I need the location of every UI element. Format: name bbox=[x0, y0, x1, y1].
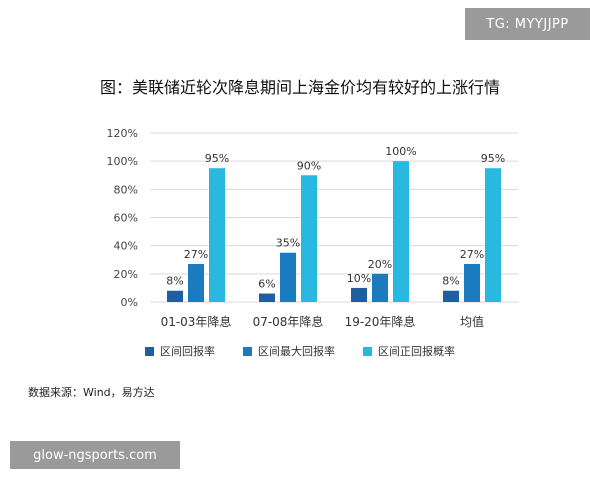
watermark-top-right: TG: MYYJJPP bbox=[465, 8, 590, 40]
bar-3-1 bbox=[209, 168, 225, 302]
data-label: 100% bbox=[385, 145, 416, 158]
bar-3-2 bbox=[301, 175, 317, 302]
x-category-label: 01-03年降息 bbox=[161, 314, 232, 329]
data-label: 35% bbox=[276, 237, 300, 250]
y-tick-label: 100% bbox=[107, 155, 138, 168]
y-tick-label: 120% bbox=[107, 127, 138, 140]
bar-3-4 bbox=[485, 168, 501, 302]
chart-title: 图：美联储近轮次降息期间上海金价均有较好的上涨行情 bbox=[99, 78, 500, 97]
legend-item-series-1: 区间回报率 bbox=[145, 343, 215, 359]
data-label: 95% bbox=[205, 152, 229, 165]
bar-3-3 bbox=[393, 161, 409, 302]
bar-1-1 bbox=[167, 290, 183, 302]
bar-2-1 bbox=[188, 263, 204, 302]
chart-legend: 区间回报率 区间最大回报率 区间正回报概率 bbox=[0, 343, 600, 359]
bar-2-3 bbox=[372, 273, 388, 302]
data-label: 10% bbox=[347, 272, 371, 285]
data-label: 6% bbox=[258, 278, 275, 291]
bar-2-4 bbox=[464, 263, 480, 302]
bar-1-2 bbox=[259, 293, 275, 302]
y-tick-label: 40% bbox=[114, 240, 138, 253]
data-label: 27% bbox=[184, 248, 208, 261]
legend-swatch-series-3 bbox=[363, 346, 372, 356]
legend-item-series-2: 区间最大回报率 bbox=[243, 343, 335, 359]
legend-swatch-series-1 bbox=[145, 346, 154, 356]
legend-label-series-3: 区间正回报概率 bbox=[378, 345, 455, 358]
x-category-label: 19-20年降息 bbox=[345, 314, 416, 329]
y-tick-label: 0% bbox=[121, 296, 138, 309]
data-label: 95% bbox=[481, 152, 505, 165]
data-label: 90% bbox=[297, 159, 321, 172]
data-label: 8% bbox=[442, 275, 459, 288]
data-label: 8% bbox=[166, 275, 183, 288]
bar-2-2 bbox=[280, 252, 296, 302]
legend-swatch-series-2 bbox=[243, 346, 252, 356]
legend-item-series-3: 区间正回报概率 bbox=[363, 343, 455, 359]
bar-1-3 bbox=[351, 287, 367, 302]
y-tick-label: 20% bbox=[114, 268, 138, 281]
legend-label-series-2: 区间最大回报率 bbox=[258, 345, 335, 358]
watermark-bottom-left: glow-ngsports.com bbox=[10, 441, 180, 469]
y-tick-label: 60% bbox=[114, 212, 138, 225]
x-category-label: 07-08年降息 bbox=[253, 314, 324, 329]
y-tick-label: 80% bbox=[114, 183, 138, 196]
x-category-label: 均值 bbox=[460, 314, 484, 329]
data-label: 27% bbox=[460, 248, 484, 261]
bar-1-4 bbox=[443, 290, 459, 302]
data-label: 20% bbox=[368, 258, 392, 271]
legend-label-series-1: 区间回报率 bbox=[160, 345, 215, 358]
source-note: 数据来源：Wind，易方达 bbox=[28, 386, 155, 399]
